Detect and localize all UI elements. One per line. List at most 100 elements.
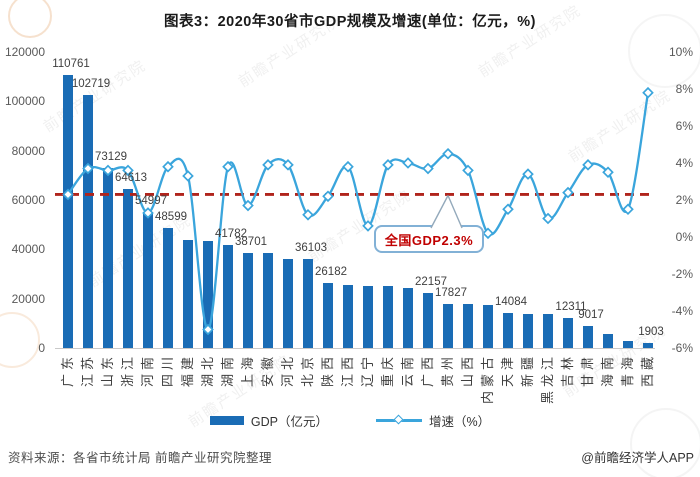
growth-marker [562, 186, 574, 199]
left-axis-tick: 40000 [11, 242, 45, 257]
right-axis-tick: -4% [671, 304, 693, 318]
annotation-text: 全国GDP2.3% [384, 232, 474, 248]
gdp-bar [143, 212, 153, 348]
growth-marker [482, 227, 494, 240]
gdp-bar [283, 258, 293, 348]
growth-marker [282, 159, 294, 171]
gdp-value-label: 38701 [235, 235, 267, 248]
growth-marker [242, 199, 254, 212]
legend: GDP（亿元） 增速（%） [0, 408, 700, 432]
growth-marker [202, 323, 214, 336]
gdp-bar [463, 304, 473, 348]
gdp-value-label: 41782 [215, 227, 247, 240]
gdp-value-label: 14084 [495, 296, 527, 309]
gdp-bar [83, 94, 93, 348]
left-axis-tick: 60000 [11, 193, 45, 207]
gdp-bar [343, 284, 353, 348]
chart-title: 图表3：2020年30省市GDP规模及增速(单位：亿元，%) [164, 14, 536, 30]
gdp-value-label: 64613 [115, 171, 147, 184]
gdp-bar [103, 167, 113, 348]
growth-marker [402, 157, 414, 169]
legend-item-growth: 增速（%） [375, 411, 491, 430]
gdp-value-label: 54997 [135, 195, 167, 208]
growth-marker [382, 159, 394, 171]
growth-marker [142, 207, 154, 219]
growth-marker [602, 166, 614, 179]
growth-legend-label: 增速（%） [428, 414, 491, 429]
right-axis-tick: 6% [675, 119, 693, 133]
gdp-bar [403, 287, 413, 348]
gdp-bar [163, 228, 173, 348]
gdp-bar [323, 283, 333, 348]
growth-marker [442, 147, 454, 160]
national-gdp-annotation: 全国GDP2.3% [374, 225, 484, 253]
gdp-value-label: 9017 [578, 308, 604, 321]
right-axis-tick: 0% [675, 230, 693, 244]
growth-marker [262, 159, 274, 171]
growth-marker [82, 162, 94, 175]
growth-marker [302, 208, 314, 221]
growth-marker [462, 164, 474, 177]
gdp-value-label: 73129 [95, 150, 127, 163]
growth-marker [582, 159, 594, 171]
gdp-bar [303, 258, 313, 348]
growth-marker [122, 164, 134, 177]
growth-marker [422, 162, 434, 175]
gdp-bar [543, 314, 553, 348]
data-source-note: 资料来源：各省市统计局 前瞻产业研究院整理 [8, 451, 272, 465]
growth-marker [102, 164, 114, 177]
left-axis-tick: 20000 [11, 291, 45, 306]
gdp-bar [263, 252, 273, 348]
gdp-value-label: 48599 [155, 211, 187, 224]
legend-item-gdp: GDP（亿元） [209, 411, 328, 430]
growth-marker [162, 160, 174, 173]
gdp-bar [123, 188, 133, 348]
growth-marker [342, 160, 354, 173]
right-axis-tick: 2% [675, 193, 693, 207]
left-axis-tick: 120000 [4, 45, 45, 59]
x-axis-line [55, 348, 655, 349]
gdp-value-label: 17827 [435, 287, 467, 300]
gdp-bar [243, 252, 253, 348]
gdp-value-label: 110761 [52, 57, 90, 70]
gdp-bar [623, 340, 633, 348]
right-axis-tick: -6% [671, 341, 693, 355]
gdp-bar [563, 317, 573, 348]
right-axis-tick: 10% [668, 45, 693, 59]
growth-marker [222, 160, 234, 173]
gdp-bar [603, 334, 613, 348]
growth-line-swatch [375, 414, 422, 426]
gdp-value-label: 26182 [315, 266, 347, 279]
gdp-bar [443, 304, 453, 348]
right-axis-tick: 8% [675, 82, 693, 96]
gdp-value-label: 1903 [638, 326, 664, 339]
gdp-bar [363, 286, 373, 348]
growth-marker [362, 220, 374, 232]
gdp-bar [503, 313, 513, 348]
growth-marker [522, 168, 534, 180]
growth-marker [642, 86, 654, 99]
gdp-bar [523, 313, 533, 348]
right-axis-tick: -2% [671, 267, 693, 281]
growth-marker [62, 188, 74, 201]
gdp-bar [483, 305, 493, 348]
gdp-bar [223, 244, 233, 348]
gdp-value-label: 102719 [71, 77, 111, 90]
credit-note: @前瞻经济学人APP [581, 451, 694, 465]
gdp-bar [63, 74, 73, 348]
left-axis-tick: 0 [38, 341, 45, 355]
growth-marker [542, 212, 554, 225]
gdp-legend-label: GDP（亿元） [250, 414, 328, 429]
gdp-bar-swatch [209, 415, 244, 425]
gdp-value-label: 36103 [295, 241, 327, 254]
growth-marker [502, 203, 514, 216]
gdp-bar [183, 239, 193, 348]
gdp-bar [423, 293, 433, 348]
growth-marker [182, 170, 194, 182]
gdp-bar [383, 286, 393, 348]
gdp-bar [643, 343, 653, 348]
